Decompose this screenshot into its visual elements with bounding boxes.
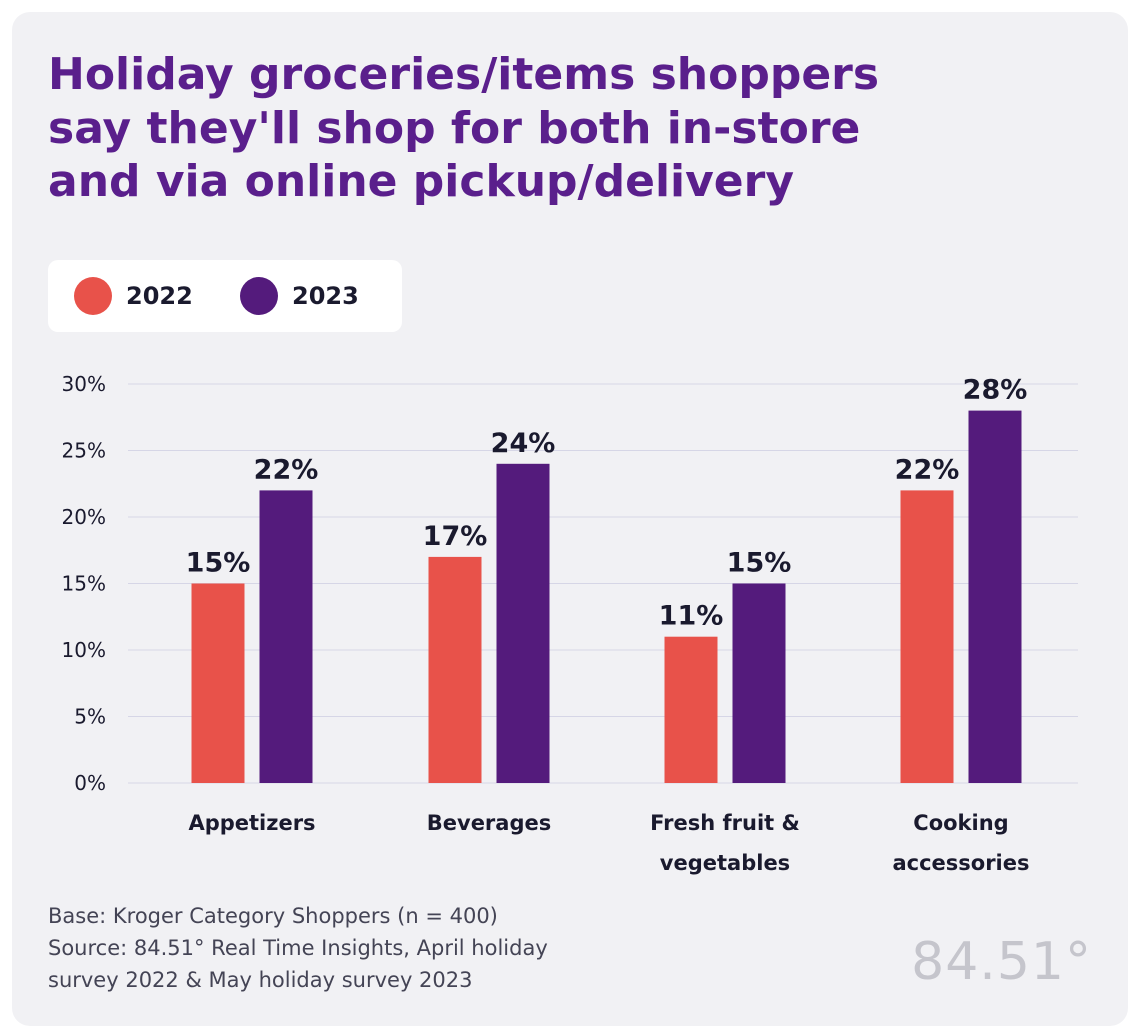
legend-item-2023: 2023 — [240, 260, 359, 332]
legend: 2022 2023 — [48, 260, 402, 332]
chart-title: Holiday groceries/items shoppers say the… — [48, 48, 1048, 209]
x-category-label: Beverages — [427, 811, 551, 835]
x-category-label: Cooking — [913, 811, 1008, 835]
bar-2022 — [428, 556, 482, 783]
y-tick-label: 30% — [62, 372, 106, 396]
footnote: Base: Kroger Category Shoppers (n = 400)… — [48, 900, 688, 996]
bar-2022 — [900, 490, 954, 783]
data-label: 15% — [727, 548, 792, 579]
data-label: 11% — [659, 601, 724, 632]
y-tick-label: 10% — [62, 638, 106, 662]
data-label: 17% — [423, 521, 488, 552]
y-tick-label: 25% — [62, 439, 106, 463]
bar-2023 — [732, 583, 786, 783]
x-category-label: accessories — [892, 851, 1029, 875]
title-line: and via online pickup/delivery — [48, 156, 795, 208]
legend-item-2022: 2022 — [74, 260, 193, 332]
bar-2023 — [259, 490, 313, 783]
footnote-line: Base: Kroger Category Shoppers (n = 400) — [48, 904, 498, 928]
y-tick-label: 20% — [62, 505, 106, 529]
x-category-label: Appetizers — [188, 811, 315, 835]
y-tick-label: 15% — [62, 572, 106, 596]
legend-swatch-2023 — [240, 277, 278, 315]
title-line: Holiday groceries/items shoppers — [48, 49, 880, 100]
title-line: say they'll shop for both in-store — [48, 102, 861, 154]
y-tick-label: 0% — [74, 771, 106, 795]
bar-2022 — [664, 636, 718, 783]
bar-2023 — [968, 410, 1022, 783]
brand-logo: 84.51° — [911, 932, 1092, 992]
data-label: 22% — [254, 454, 319, 485]
y-tick-label: 5% — [74, 705, 106, 729]
legend-swatch-2022 — [74, 277, 112, 315]
data-label: 28% — [963, 375, 1028, 406]
bar-2023 — [496, 463, 550, 783]
data-label: 22% — [895, 454, 960, 485]
data-label: 24% — [491, 428, 556, 459]
legend-label-2023: 2023 — [292, 282, 359, 310]
x-category-label: Fresh fruit & — [650, 811, 800, 835]
legend-label-2022: 2022 — [126, 282, 193, 310]
footnote-line: survey 2022 & May holiday survey 2023 — [48, 968, 473, 992]
data-label: 15% — [186, 548, 251, 579]
footnote-line: Source: 84.51° Real Time Insights, April… — [48, 936, 548, 960]
bar-2022 — [191, 583, 245, 783]
x-category-label: vegetables — [660, 851, 790, 875]
